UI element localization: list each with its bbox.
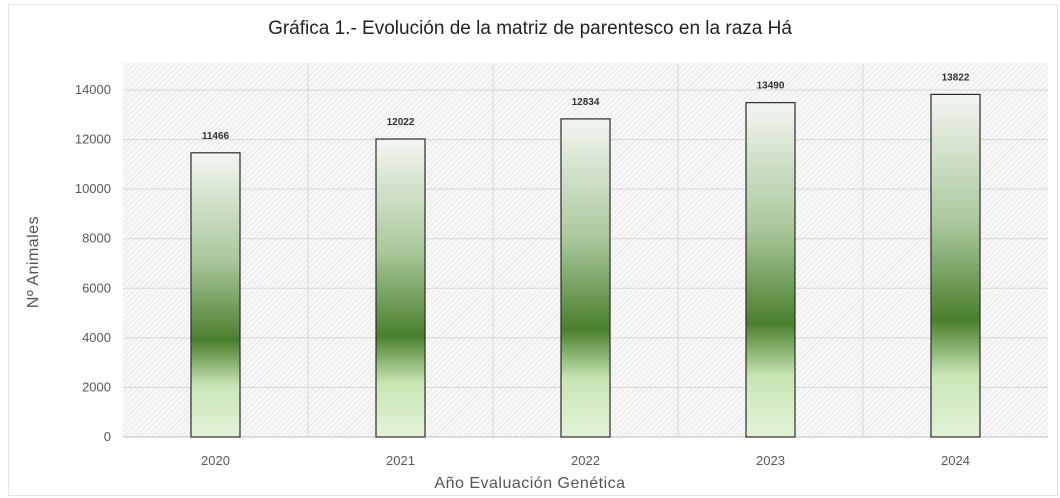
y-tick-label: 10000 <box>75 181 111 196</box>
y-tick-label: 0 <box>104 429 111 444</box>
data-label: 13490 <box>757 81 785 92</box>
bar-2023 <box>745 102 796 438</box>
x-tick-label: 2021 <box>386 453 415 468</box>
data-label: 12022 <box>387 117 415 128</box>
x-tick-label: 2023 <box>756 453 785 468</box>
bar-2022 <box>560 118 611 438</box>
data-label: 13822 <box>942 72 970 83</box>
bar-2024 <box>930 93 981 438</box>
x-tick-label: 2024 <box>941 453 970 468</box>
y-tick-label: 12000 <box>75 132 111 147</box>
y-tick-label: 8000 <box>82 231 111 246</box>
y-tick-label: 6000 <box>82 280 111 295</box>
chart-frame <box>8 4 1058 496</box>
x-axis-label: Año Evaluación Genética <box>434 475 626 492</box>
y-tick-label: 14000 <box>75 82 111 97</box>
data-label: 11466 <box>202 131 230 142</box>
x-tick-label: 2020 <box>201 453 230 468</box>
bar-2021 <box>375 138 426 438</box>
data-label: 12834 <box>572 97 600 108</box>
y-tick-label: 4000 <box>82 330 111 345</box>
y-tick-label: 2000 <box>82 379 111 394</box>
chart-title: Gráfica 1.- Evolución de la matriz de pa… <box>268 18 792 39</box>
bar-2020 <box>190 152 241 438</box>
x-tick-label: 2022 <box>571 453 600 468</box>
